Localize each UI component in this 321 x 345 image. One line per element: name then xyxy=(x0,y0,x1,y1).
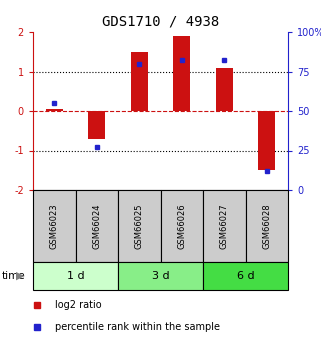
Text: percentile rank within the sample: percentile rank within the sample xyxy=(55,322,220,332)
Bar xyxy=(203,262,288,290)
Bar xyxy=(118,190,160,262)
Text: log2 ratio: log2 ratio xyxy=(55,300,102,310)
Bar xyxy=(46,109,63,111)
Bar xyxy=(203,190,246,262)
Text: 3 d: 3 d xyxy=(152,271,169,281)
Bar xyxy=(33,262,118,290)
Bar xyxy=(173,36,190,111)
Text: GDS1710 / 4938: GDS1710 / 4938 xyxy=(102,14,219,29)
Bar xyxy=(258,111,275,170)
Text: GSM66025: GSM66025 xyxy=(135,203,144,249)
Text: GSM66024: GSM66024 xyxy=(92,203,101,249)
Bar xyxy=(118,262,203,290)
Bar xyxy=(33,190,75,262)
Bar xyxy=(216,68,233,111)
Bar xyxy=(160,190,203,262)
Text: 6 d: 6 d xyxy=(237,271,254,281)
Text: ▶: ▶ xyxy=(16,271,24,281)
Bar xyxy=(75,190,118,262)
Bar xyxy=(131,52,148,111)
Text: GSM66027: GSM66027 xyxy=(220,203,229,249)
Bar xyxy=(246,190,288,262)
Bar xyxy=(88,111,105,139)
Text: GSM66028: GSM66028 xyxy=(262,203,271,249)
Text: GSM66023: GSM66023 xyxy=(50,203,59,249)
Text: time: time xyxy=(2,271,25,281)
Text: 1 d: 1 d xyxy=(67,271,84,281)
Text: GSM66026: GSM66026 xyxy=(177,203,186,249)
